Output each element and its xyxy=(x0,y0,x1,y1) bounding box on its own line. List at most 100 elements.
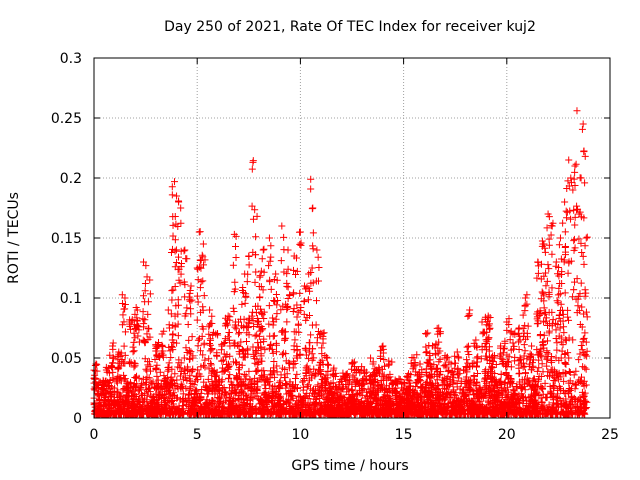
data-point xyxy=(532,378,540,386)
data-point xyxy=(259,246,267,254)
data-point xyxy=(140,258,148,266)
data-point xyxy=(329,366,337,374)
data-point xyxy=(218,342,226,350)
y-tick-label: 0.05 xyxy=(51,351,82,367)
data-point xyxy=(94,390,102,398)
data-point xyxy=(164,306,172,314)
y-tick-label: 0.3 xyxy=(60,51,82,67)
data-point xyxy=(115,348,123,356)
data-point xyxy=(422,330,430,338)
data-point xyxy=(398,384,406,392)
data-point xyxy=(348,360,356,368)
data-point xyxy=(534,258,542,266)
data-point xyxy=(181,246,189,254)
data-point xyxy=(307,175,315,183)
data-point xyxy=(373,366,381,374)
data-point xyxy=(298,378,306,386)
data-point xyxy=(383,402,391,410)
data-point xyxy=(162,388,170,396)
data-point xyxy=(447,360,455,368)
data-point xyxy=(579,120,587,128)
data-point xyxy=(556,234,564,242)
data-point xyxy=(111,384,119,392)
y-tick-label: 0 xyxy=(73,411,82,427)
data-point xyxy=(509,330,517,338)
data-point xyxy=(577,174,585,182)
data-point xyxy=(497,342,505,350)
y-tick-label: 0.1 xyxy=(60,291,82,307)
data-point xyxy=(123,378,131,386)
data-point xyxy=(234,318,242,326)
data-point xyxy=(478,318,486,326)
data-point xyxy=(317,330,325,338)
y-tick-label: 0.2 xyxy=(60,171,82,187)
data-point xyxy=(410,354,418,362)
data-point xyxy=(548,222,556,230)
data-point xyxy=(354,366,362,374)
data-point xyxy=(276,384,284,392)
data-point xyxy=(466,306,474,314)
data-point xyxy=(191,396,199,404)
data-point xyxy=(137,390,145,398)
data-point xyxy=(121,294,129,302)
data-point xyxy=(346,400,354,408)
data-point xyxy=(435,324,443,332)
data-point xyxy=(515,324,523,332)
data-point xyxy=(552,258,560,266)
data-point xyxy=(457,396,465,404)
data-points xyxy=(92,107,590,415)
data-point xyxy=(342,372,350,380)
data-point xyxy=(490,354,498,362)
data-point xyxy=(571,162,579,170)
data-point xyxy=(301,282,309,290)
dense-points xyxy=(90,125,591,418)
data-point xyxy=(127,318,135,326)
data-point xyxy=(305,270,313,278)
data-point xyxy=(133,306,141,314)
data-point xyxy=(513,384,521,392)
data-point xyxy=(385,360,393,368)
data-point xyxy=(216,378,224,386)
x-tick-label: 25 xyxy=(601,427,619,443)
data-point xyxy=(290,252,298,260)
data-point xyxy=(567,174,575,182)
data-point xyxy=(206,306,214,314)
data-point xyxy=(365,404,373,412)
data-point xyxy=(565,354,573,362)
data-point xyxy=(439,400,447,408)
data-point xyxy=(453,348,461,356)
data-point xyxy=(150,392,158,400)
data-point xyxy=(569,186,577,194)
data-point xyxy=(199,240,207,248)
data-point xyxy=(544,210,552,218)
data-point xyxy=(224,312,232,320)
data-point xyxy=(212,330,220,338)
data-point xyxy=(581,152,589,160)
x-tick-label: 5 xyxy=(193,427,202,443)
data-point xyxy=(170,178,178,186)
data-point xyxy=(550,366,558,374)
data-point xyxy=(441,354,449,362)
data-point xyxy=(404,372,412,380)
data-point xyxy=(582,234,590,242)
data-point xyxy=(459,366,467,374)
data-point xyxy=(265,234,273,242)
data-point xyxy=(484,312,492,320)
data-point xyxy=(228,384,236,392)
data-point xyxy=(360,366,368,374)
data-point xyxy=(313,246,321,254)
x-tick-label: 10 xyxy=(291,427,309,443)
data-point xyxy=(336,378,344,386)
data-point xyxy=(158,330,166,338)
data-point xyxy=(495,390,503,398)
data-point xyxy=(177,204,185,212)
data-point xyxy=(245,252,253,260)
x-tick-label: 15 xyxy=(395,427,413,443)
x-axis-label: GPS time / hours xyxy=(291,458,408,474)
data-point xyxy=(402,407,410,415)
x-tick-label: 20 xyxy=(498,427,516,443)
data-point xyxy=(249,158,257,166)
data-point xyxy=(472,336,480,344)
data-point xyxy=(96,378,104,386)
data-point xyxy=(420,402,428,410)
